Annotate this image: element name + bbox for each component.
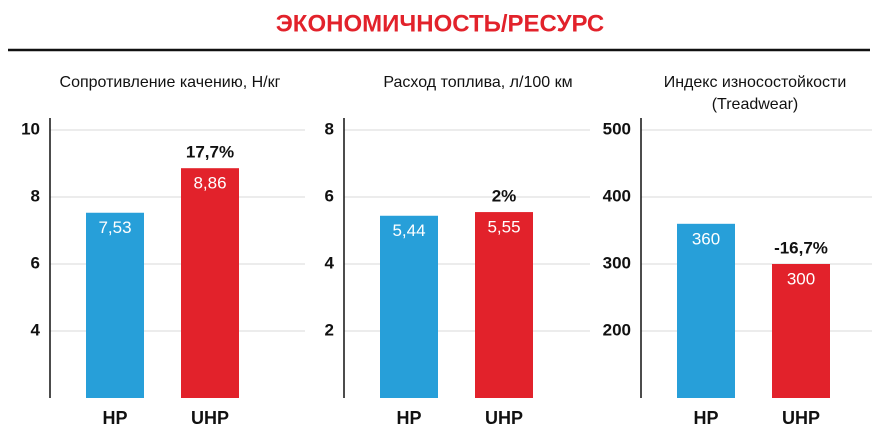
value-label: 5,44 [392, 221, 425, 240]
y-tick-label: 8 [325, 119, 334, 138]
y-tick-label: 6 [325, 186, 334, 205]
bar [86, 212, 144, 398]
x-tick-label: HP [693, 408, 718, 428]
y-tick-label: 8 [31, 186, 40, 205]
y-tick-label: 300 [603, 253, 631, 272]
annotation: 17,7% [186, 143, 234, 162]
bar [181, 168, 239, 398]
bar [475, 212, 533, 398]
y-tick-label: 10 [21, 119, 40, 138]
annotation: -16,7% [774, 238, 828, 257]
y-tick-label: 4 [325, 253, 335, 272]
y-tick-label: 400 [603, 186, 631, 205]
x-tick-label: UHP [191, 408, 229, 428]
y-tick-label: 2 [325, 320, 334, 339]
y-tick-label: 500 [603, 119, 631, 138]
chart-subtitle: (Treadwear) [712, 96, 799, 113]
chart-title: Индекс износостойкости [664, 74, 847, 91]
value-label: 5,55 [487, 218, 520, 237]
value-label: 8,86 [193, 174, 226, 193]
bar [772, 264, 830, 398]
chart-title: Расход топлива, л/100 км [383, 74, 572, 91]
x-tick-label: HP [102, 408, 127, 428]
y-tick-label: 200 [603, 320, 631, 339]
value-label: 360 [692, 229, 720, 248]
value-label: 7,53 [98, 218, 131, 237]
x-tick-label: UHP [485, 408, 523, 428]
annotation: 2% [492, 187, 517, 206]
bar [380, 215, 438, 398]
value-label: 300 [787, 269, 815, 288]
x-tick-label: HP [396, 408, 421, 428]
page-title: ЭКОНОМИЧНОСТЬ/РЕСУРС [276, 10, 605, 37]
bar [677, 223, 735, 398]
y-tick-label: 6 [31, 253, 40, 272]
chart-title: Сопротивление качению, Н/кг [60, 74, 281, 91]
y-tick-label: 4 [31, 320, 41, 339]
x-tick-label: UHP [782, 408, 820, 428]
